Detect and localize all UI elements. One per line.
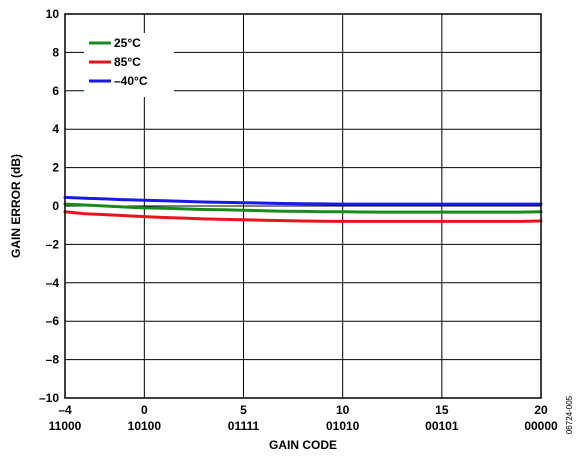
x-tick-code-label: 00101	[425, 419, 459, 433]
x-tick-label: 10	[336, 403, 350, 417]
x-tick-code-label: 00000	[524, 419, 558, 433]
y-tick-label: 10	[46, 7, 60, 21]
y-tick-label: 0	[52, 199, 59, 213]
x-tick-code-label: 01010	[326, 419, 360, 433]
figure-id: 06724-005	[565, 395, 574, 434]
legend-label: 85°C	[114, 55, 141, 69]
x-tick-code-label: 01111	[228, 419, 260, 433]
y-tick-label: –6	[46, 314, 60, 328]
y-tick-label: –8	[46, 353, 60, 367]
x-tick-code-label: 11000	[49, 419, 82, 433]
y-tick-label: 8	[52, 45, 59, 59]
x-tick-label: 20	[534, 403, 548, 417]
x-tick-label: –4	[58, 403, 72, 417]
series-line-2	[63, 195, 543, 206]
y-tick-label: 2	[52, 161, 59, 175]
legend: 25°C 85°C –40°C	[84, 33, 174, 97]
legend-label: –40°C	[114, 74, 148, 88]
y-tick-labels: 10 8 6 4 2 0 –2 –4 –6 –8 –10	[39, 7, 59, 405]
series-lines	[63, 195, 543, 223]
y-axis-label: GAIN ERROR (dB)	[9, 154, 23, 258]
x-axis-label: GAIN CODE	[269, 438, 337, 452]
x-tick-code-label: 10100	[128, 419, 162, 433]
y-tick-label: 4	[52, 122, 59, 136]
series-line-0	[63, 202, 543, 214]
plot-frame	[64, 13, 542, 399]
y-tick-label: 6	[52, 84, 59, 98]
y-tick-label: –10	[39, 391, 59, 405]
x-tick-label: 5	[240, 403, 247, 417]
x-tick-labels: –4 11000 0 10100 5 01111 10 01010 15 00101 20 00000	[49, 403, 558, 433]
y-tick-label: –2	[46, 237, 60, 251]
x-tick-label: 15	[435, 403, 449, 417]
y-tick-label: –4	[46, 276, 60, 290]
x-tick-label: 0	[141, 403, 148, 417]
series-line-1	[63, 210, 543, 223]
legend-label: 25°C	[114, 36, 141, 50]
